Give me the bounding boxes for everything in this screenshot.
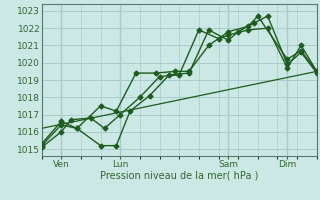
- X-axis label: Pression niveau de la mer( hPa ): Pression niveau de la mer( hPa ): [100, 171, 258, 181]
